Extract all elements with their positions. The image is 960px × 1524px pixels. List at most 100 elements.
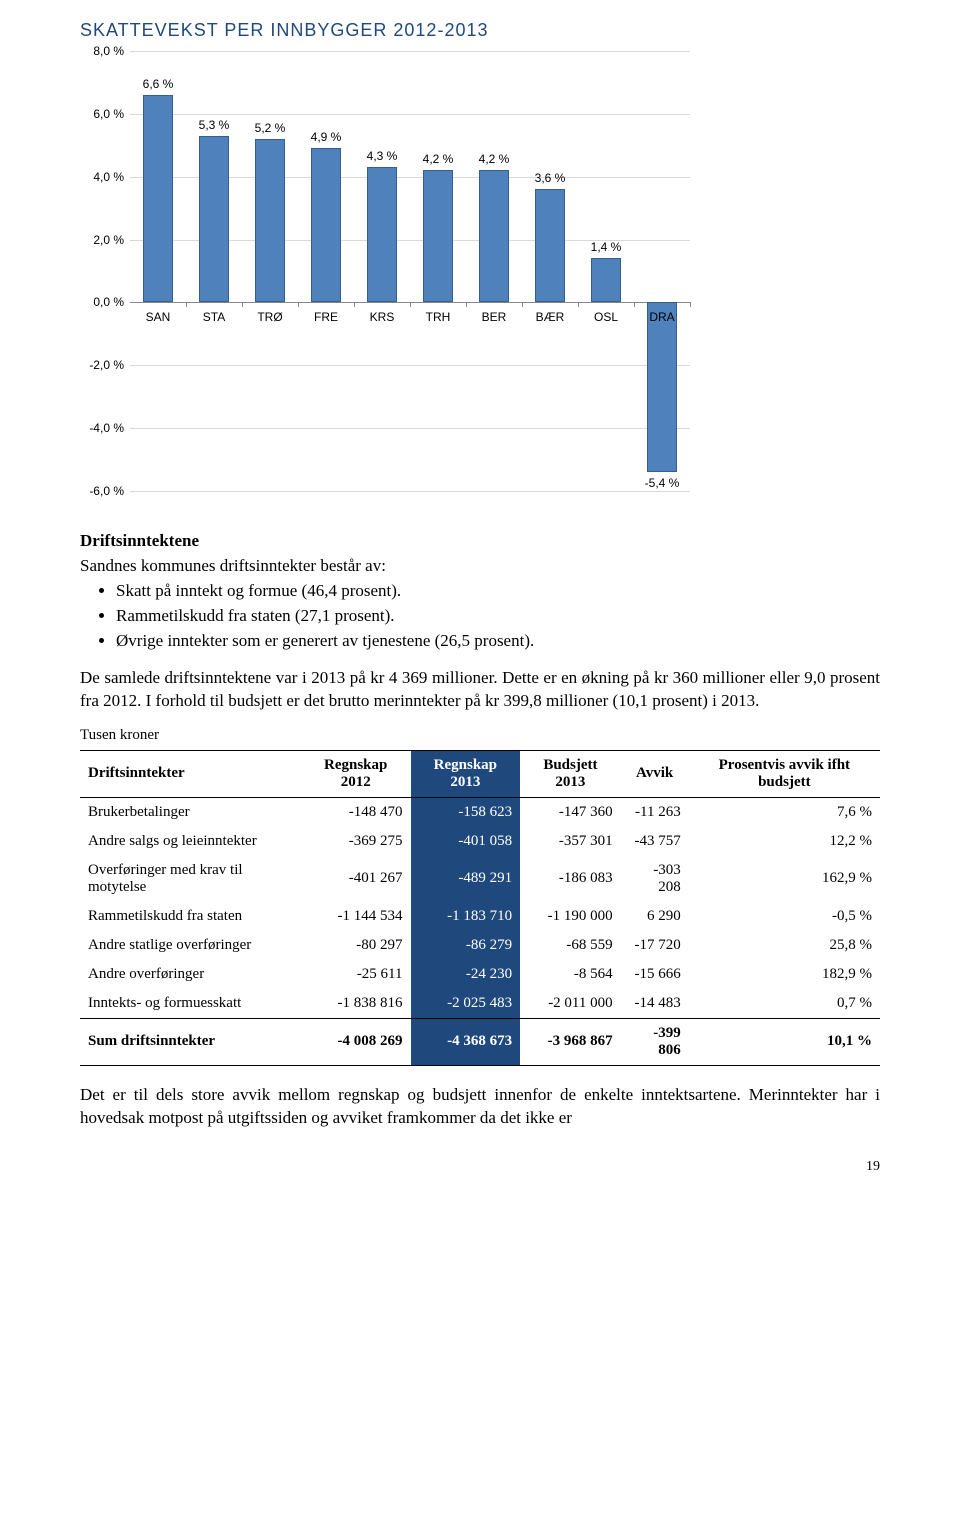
table-cell: -2 011 000 (520, 989, 620, 1019)
table-header-cell: Regnskap 2012 (301, 750, 411, 797)
y-axis-label: -4,0 % (89, 421, 130, 435)
table-header-cell: Regnskap 2013 (411, 750, 521, 797)
table-cell: -1 183 710 (411, 902, 521, 931)
bar-value-label: 1,4 % (581, 240, 631, 254)
table-row: Sum driftsinntekter-4 008 269-4 368 673-… (80, 1018, 880, 1065)
bullet-item: Rammetilskudd fra staten (27,1 prosent). (116, 605, 880, 628)
table-cell: -11 263 (621, 797, 689, 827)
table-cell: Inntekts- og formuesskatt (80, 989, 301, 1019)
x-tick (354, 302, 355, 307)
table-cell: 6 290 (621, 902, 689, 931)
bar-value-label: 4,3 % (357, 149, 407, 163)
bar-value-label: 4,9 % (301, 130, 351, 144)
bar-value-label: 4,2 % (413, 152, 463, 166)
table-cell: -8 564 (520, 960, 620, 989)
chart-bar (535, 189, 566, 302)
table-cell: 10,1 % (689, 1018, 880, 1065)
table-cell: -1 838 816 (301, 989, 411, 1019)
table-cell: 0,7 % (689, 989, 880, 1019)
table-header-cell: Budsjett 2013 (520, 750, 620, 797)
table-cell: -68 559 (520, 931, 620, 960)
chart-bar (199, 136, 230, 303)
bar-value-label: 3,6 % (525, 171, 575, 185)
x-tick (578, 302, 579, 307)
gridline (130, 114, 690, 115)
table-cell: -399 806 (621, 1018, 689, 1065)
x-axis-label: KRS (360, 310, 404, 324)
table-row: Overføringer med krav til motytelse-401 … (80, 856, 880, 902)
table-cell: -401 267 (301, 856, 411, 902)
table-row: Andre salgs og leieinntekter-369 275-401… (80, 827, 880, 856)
y-axis-label: 4,0 % (93, 170, 130, 184)
table-cell: -401 058 (411, 827, 521, 856)
table-cell: -15 666 (621, 960, 689, 989)
table-row: Andre overføringer-25 611-24 230-8 564-1… (80, 960, 880, 989)
section-intro: Sandnes kommunes driftsinntekter består … (80, 555, 880, 578)
bar-chart: SKATTEVEKST PER INNBYGGER 2012-2013 -6,0… (80, 20, 680, 500)
table-cell: -489 291 (411, 856, 521, 902)
bar-value-label: 5,3 % (189, 118, 239, 132)
table-cell: Andre salgs og leieinntekter (80, 827, 301, 856)
bullet-list: Skatt på inntekt og formue (46,4 prosent… (80, 580, 880, 653)
table-cell: -25 611 (301, 960, 411, 989)
x-axis-label: OSL (584, 310, 628, 324)
x-tick (466, 302, 467, 307)
y-axis-label: 6,0 % (93, 107, 130, 121)
table-cell: -147 360 (520, 797, 620, 827)
x-tick (634, 302, 635, 307)
table-cell: 182,9 % (689, 960, 880, 989)
table-cell: -148 470 (301, 797, 411, 827)
y-axis-label: -6,0 % (89, 484, 130, 498)
bar-value-label: 4,2 % (469, 152, 519, 166)
table-cell: -357 301 (520, 827, 620, 856)
table-cell: -3 968 867 (520, 1018, 620, 1065)
table-cell: Andre statlige overføringer (80, 931, 301, 960)
table-header-cell: Avvik (621, 750, 689, 797)
y-axis-label: 8,0 % (93, 44, 130, 58)
table-cell: Overføringer med krav til motytelse (80, 856, 301, 902)
table-cell: -303 208 (621, 856, 689, 902)
chart-bar (255, 139, 286, 302)
table-header-cell: Prosentvis avvik ifht budsjett (689, 750, 880, 797)
table-cell: Rammetilskudd fra staten (80, 902, 301, 931)
gridline (130, 365, 690, 366)
x-tick (410, 302, 411, 307)
x-axis-label: SAN (136, 310, 180, 324)
x-axis-label: FRE (304, 310, 348, 324)
page-number: 19 (80, 1159, 880, 1175)
table-cell: -14 483 (621, 989, 689, 1019)
table-cell: -80 297 (301, 931, 411, 960)
bar-value-label: 6,6 % (133, 77, 183, 91)
table-caption: Tusen kroner (80, 727, 880, 744)
x-axis-label: TRØ (248, 310, 292, 324)
x-axis-label: BER (472, 310, 516, 324)
chart-bar (367, 167, 398, 302)
table-cell: -24 230 (411, 960, 521, 989)
table-header-cell: Driftsinntekter (80, 750, 301, 797)
x-tick (690, 302, 691, 307)
driftsinntekter-table: DriftsinntekterRegnskap 2012Regnskap 201… (80, 750, 880, 1066)
table-row: Rammetilskudd fra staten-1 144 534-1 183… (80, 902, 880, 931)
chart-bar (311, 148, 342, 302)
x-axis-label: BÆR (528, 310, 572, 324)
table-row: Inntekts- og formuesskatt-1 838 816-2 02… (80, 989, 880, 1019)
x-axis-label: DRA (640, 310, 684, 324)
y-axis-label: 2,0 % (93, 233, 130, 247)
x-tick (298, 302, 299, 307)
table-cell: -4 008 269 (301, 1018, 411, 1065)
table-cell: -4 368 673 (411, 1018, 521, 1065)
table-cell: -158 623 (411, 797, 521, 827)
table-cell: -1 190 000 (520, 902, 620, 931)
table-cell: -86 279 (411, 931, 521, 960)
table-cell: 12,2 % (689, 827, 880, 856)
chart-bar (479, 170, 510, 302)
chart-bar (647, 302, 678, 472)
table-cell: 162,9 % (689, 856, 880, 902)
x-tick (522, 302, 523, 307)
gridline (130, 491, 690, 492)
section-heading: Driftsinntektene (80, 530, 880, 553)
table-cell: 7,6 % (689, 797, 880, 827)
table-cell: -2 025 483 (411, 989, 521, 1019)
table-row: Andre statlige overføringer-80 297-86 27… (80, 931, 880, 960)
gridline (130, 51, 690, 52)
